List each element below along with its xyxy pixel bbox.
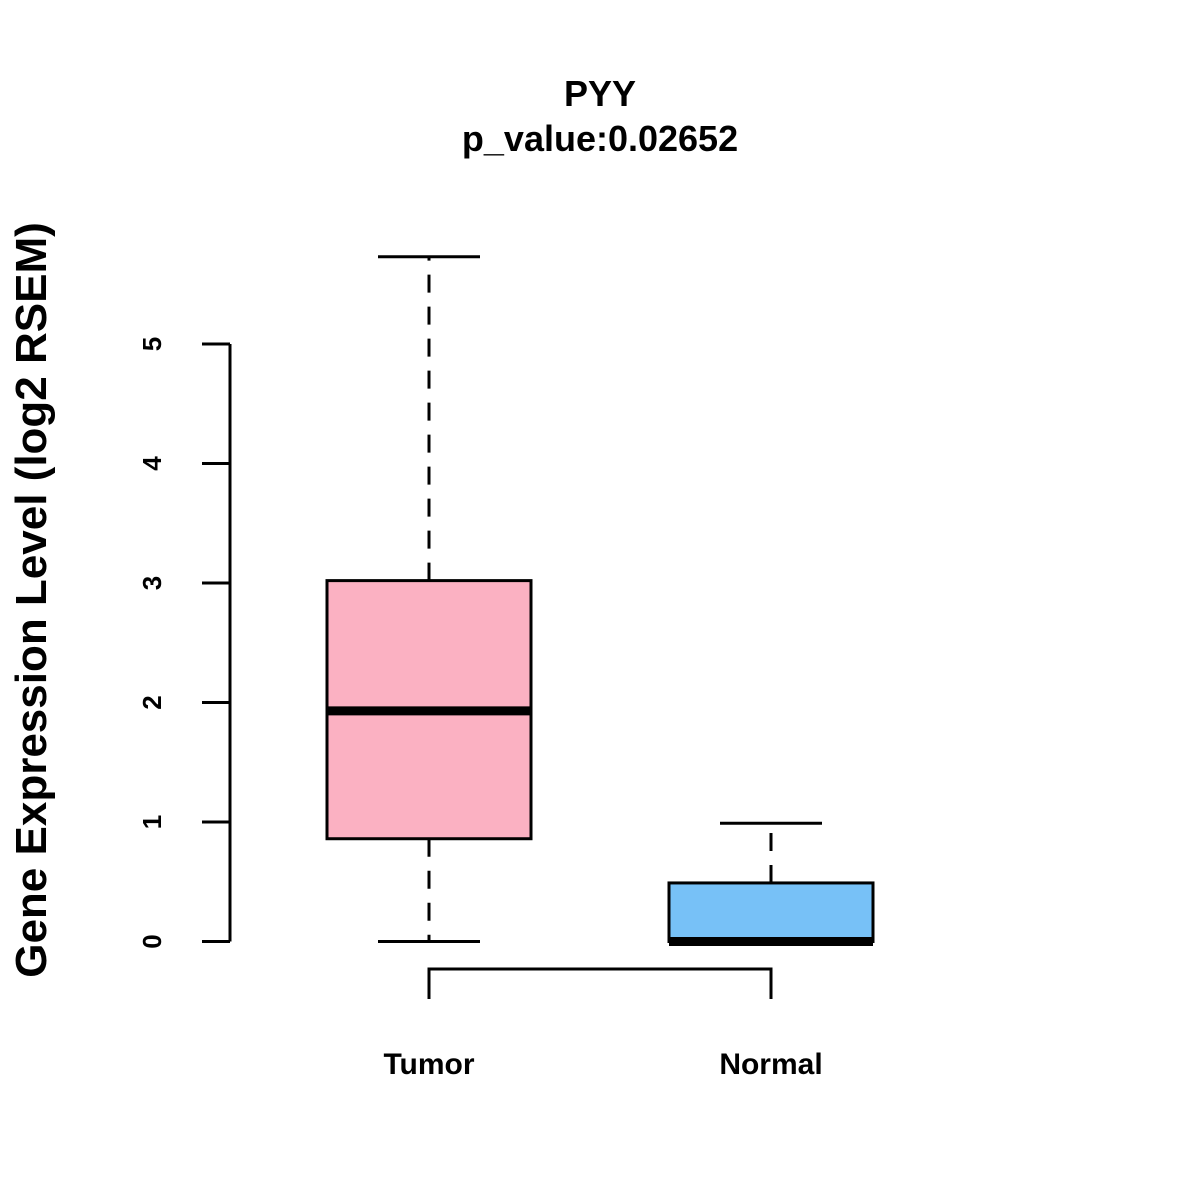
boxes [325, 255, 875, 946]
y-tick-label: 1 [137, 815, 167, 829]
y-tick-label: 0 [137, 934, 167, 948]
y-ticks: 0 1 2 3 4 5 [137, 337, 230, 949]
y-axis-label: Gene Expression Level (log2 RSEM) [7, 222, 56, 978]
box-normal [667, 821, 875, 946]
y-tick-label: 5 [137, 337, 167, 351]
x-label-normal: Normal [719, 1048, 822, 1081]
bracket-line [427, 967, 773, 999]
y-tick-label: 2 [137, 695, 167, 709]
x-category-labels: Tumor Normal [383, 1048, 822, 1081]
interquartile-box [667, 881, 875, 944]
y-tick-label: 3 [137, 576, 167, 590]
x-label-tumor: Tumor [383, 1048, 474, 1081]
y-tick-label: 4 [137, 456, 167, 471]
chart-title: PYY [564, 73, 636, 114]
box-tumor [325, 255, 533, 943]
comparison-bracket [427, 967, 773, 999]
chart-subtitle: p_value:0.02652 [462, 118, 738, 159]
